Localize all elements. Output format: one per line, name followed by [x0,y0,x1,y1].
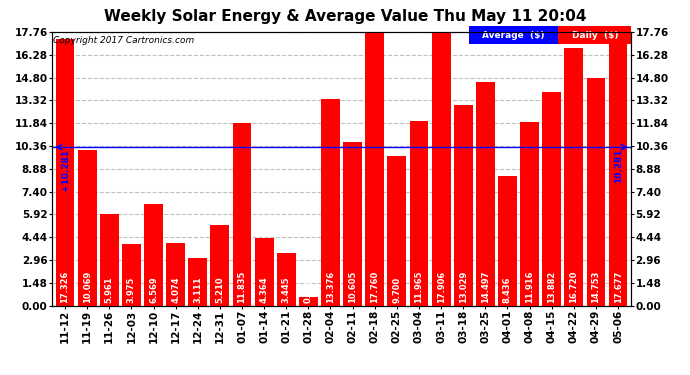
Bar [476,82,495,306]
Text: 14.497: 14.497 [481,271,490,303]
Bar [410,121,428,306]
Bar [277,252,295,306]
Text: 4.074: 4.074 [171,277,180,303]
Bar [321,99,340,306]
Bar [564,48,583,306]
Text: 17.760: 17.760 [371,271,380,303]
Text: 17.677: 17.677 [613,271,622,303]
Text: 13.882: 13.882 [547,271,556,303]
Text: 3.445: 3.445 [282,277,290,303]
Bar [454,105,473,306]
Text: 11.835: 11.835 [237,271,246,303]
Text: 5.961: 5.961 [105,277,114,303]
Text: 13.029: 13.029 [459,271,468,303]
Bar [343,142,362,306]
Text: 11.916: 11.916 [525,271,534,303]
Text: 10.069: 10.069 [83,271,92,303]
Text: 10.281: 10.281 [613,149,622,183]
Text: 17.326: 17.326 [61,271,70,303]
Text: 13.376: 13.376 [326,271,335,303]
Text: 6.569: 6.569 [149,277,158,303]
Text: +10.281: +10.281 [61,149,70,191]
Bar [255,238,273,306]
Text: 8.436: 8.436 [503,277,512,303]
Bar [609,33,627,306]
Bar [100,214,119,306]
Text: 10.605: 10.605 [348,271,357,303]
Text: 9.700: 9.700 [393,277,402,303]
Bar [210,225,229,306]
Bar [542,92,561,306]
Text: 5.210: 5.210 [215,277,224,303]
Text: Copyright 2017 Cartronics.com: Copyright 2017 Cartronics.com [53,36,194,45]
Bar [78,150,97,306]
Bar [188,258,207,306]
Text: 4.364: 4.364 [259,277,268,303]
Text: 16.720: 16.720 [569,271,578,303]
Text: Weekly Solar Energy & Average Value Thu May 11 20:04: Weekly Solar Energy & Average Value Thu … [104,9,586,24]
Text: 3.111: 3.111 [193,277,202,303]
Bar [56,39,75,306]
Bar [388,156,406,306]
Text: 3.975: 3.975 [127,277,136,303]
Bar [365,32,384,306]
Bar [144,204,163,306]
Text: 0.554: 0.554 [304,277,313,303]
Bar [299,297,318,306]
Text: 14.753: 14.753 [591,271,600,303]
Bar [166,243,185,306]
Bar [432,30,451,306]
Bar [122,244,141,306]
Bar [520,122,539,306]
Bar [586,78,605,306]
Bar [233,123,251,306]
Text: 17.906: 17.906 [437,271,446,303]
Text: 11.965: 11.965 [415,271,424,303]
Bar [498,176,517,306]
